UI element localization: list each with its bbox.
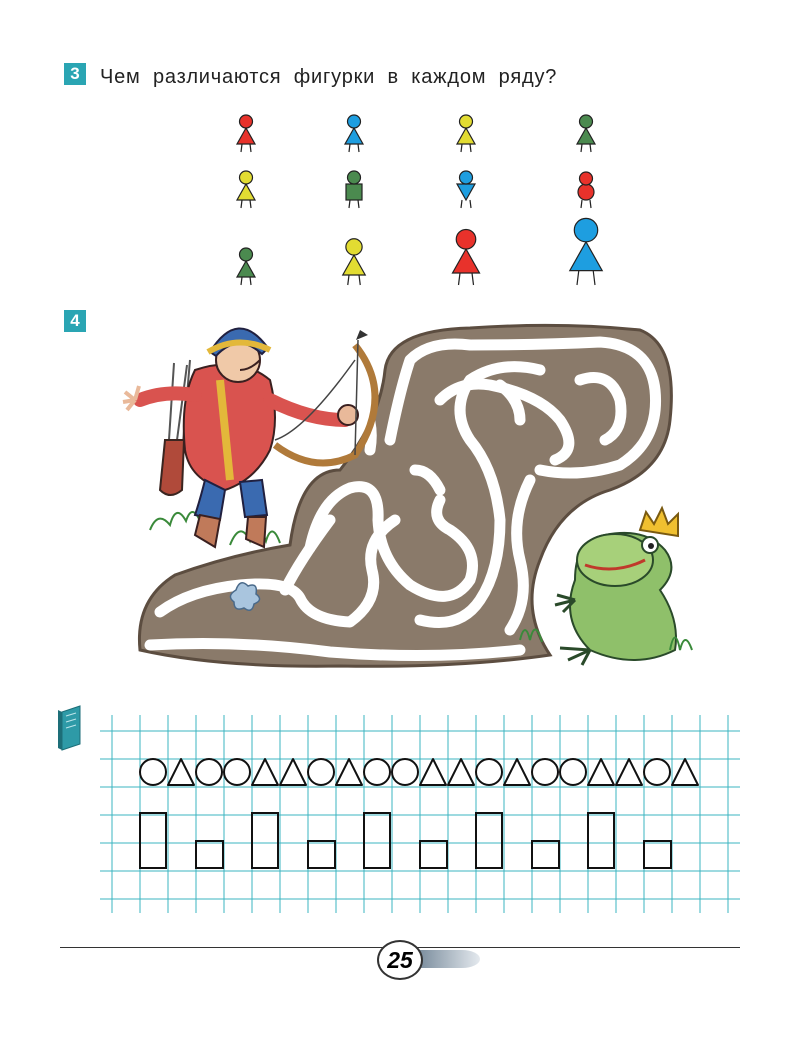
maze [137,323,673,668]
triangle-shape [503,758,531,786]
task-3-badge: 3 [64,63,86,85]
tall-rectangle [139,812,167,869]
triangle-shape [419,758,447,786]
circle-shape [531,758,559,786]
triangle-shape [335,758,363,786]
page-number: 25 [377,940,423,980]
triangle-shape [615,758,643,786]
rectangle-pattern-row [139,812,672,869]
archer-boy [122,327,379,549]
figure [455,170,477,209]
copybook-grid [58,705,740,913]
circle-shape [139,758,167,786]
task-3-question: Чем различаются фигурки в каждом ряду? [100,66,558,88]
small-square [307,840,336,869]
small-square [643,840,672,869]
notebook-icon [58,705,81,751]
triangle-shape [167,758,195,786]
small-square [419,840,448,869]
circle-shape [643,758,671,786]
shape-pattern-row [139,758,699,786]
figure [568,217,604,286]
figure [235,114,257,153]
figure [341,238,367,286]
task-4-maze-illustration [122,323,693,668]
tall-rectangle [251,812,279,869]
flower-icon [229,582,261,611]
figure [455,114,477,153]
circle-shape [363,758,391,786]
frog-princess [519,505,693,666]
circle-shape [195,758,223,786]
figure [345,170,363,209]
figure [235,247,257,286]
tall-rectangle [363,812,391,869]
page-number-swoosh [420,950,480,968]
triangle-shape [671,758,699,786]
circle-shape [391,758,419,786]
circle-shape [307,758,335,786]
figure [577,171,595,209]
circle-shape [559,758,587,786]
triangle-shape [587,758,615,786]
triangle-shape [251,758,279,786]
triangle-shape [447,758,475,786]
circle-shape [223,758,251,786]
small-square [531,840,560,869]
figure [451,228,481,286]
figure [575,114,597,153]
tall-rectangle [587,812,615,869]
task-4-badge: 4 [64,310,86,332]
circle-shape [475,758,503,786]
task-3-figures [235,114,604,286]
tall-rectangle [475,812,503,869]
figure [235,170,257,209]
small-square [195,840,224,869]
figure [343,114,365,153]
triangle-shape [279,758,307,786]
grid-lines [100,715,740,913]
